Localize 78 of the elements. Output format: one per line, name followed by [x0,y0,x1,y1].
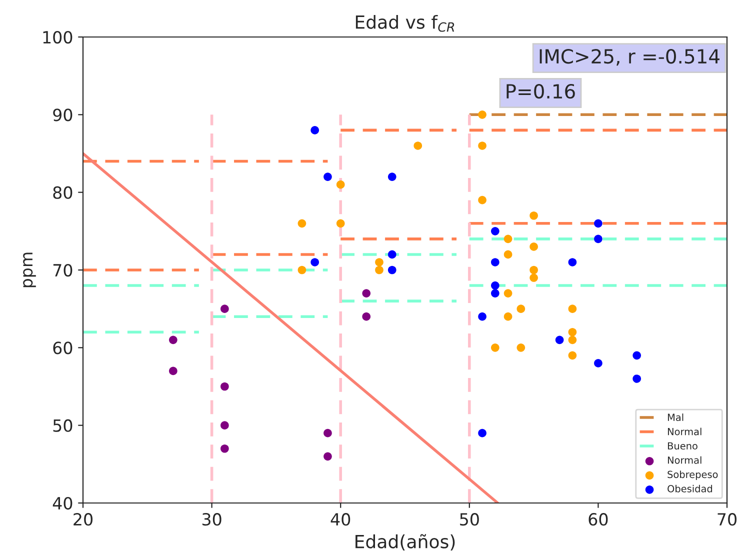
point [324,428,332,438]
chart-title: Edad vs f$_{CR}$ [356,14,454,32]
point [594,234,602,244]
point [594,359,602,368]
y-tick-label: 90 [53,108,72,122]
point [490,227,500,236]
y-tick-label: 40 [52,496,72,510]
legend-label: Normal [668,456,702,464]
point [504,250,512,259]
point [504,289,512,298]
point [568,351,577,360]
x-tick-label: 60 [588,513,608,526]
point [310,258,320,266]
legend-label: Obesidad [668,484,712,492]
point [298,266,306,274]
y-tick-label: 80 [53,186,72,199]
point [220,382,229,391]
point [478,196,486,204]
point [336,219,345,228]
point [568,328,577,336]
point [568,336,577,344]
annotation: IMC>25, r =-0.514 [540,48,720,66]
point [336,180,345,189]
y-tick-label: 50 [53,419,72,432]
point [362,289,371,298]
y-axis-title: ppm [23,252,36,288]
point [555,336,564,344]
point [478,110,486,119]
point [324,172,332,181]
annotation: P=0.16 [506,84,575,99]
point [298,219,306,228]
point [478,428,486,438]
point [414,142,422,150]
point [478,312,486,321]
x-tick-label: 30 [202,513,222,526]
point [362,312,371,321]
point [504,312,512,321]
point [530,266,538,274]
point [168,336,178,344]
x-tick-label: 50 [460,513,479,526]
point [220,444,229,453]
point [516,304,526,313]
point [388,266,396,274]
point [516,344,526,352]
point [632,351,642,360]
y-tick-label: 60 [53,342,72,354]
point [594,219,602,228]
x-tick-label: 70 [718,513,736,526]
x-tick-label: 40 [330,513,350,526]
point [490,258,500,266]
point [375,266,384,274]
point [324,452,332,461]
point [490,344,500,352]
point [220,304,229,313]
y-tick-label: 100 [43,30,72,44]
x-axis-title: Edad(años) [356,534,455,551]
point [310,126,320,134]
point [490,281,500,290]
point [220,421,229,430]
point [632,374,642,383]
y-tick-label: 70 [53,264,72,277]
point [568,304,577,313]
point [490,289,500,298]
point [530,274,538,282]
legend-label: Sobrepeso [668,470,718,480]
point [388,172,396,181]
point [568,258,577,266]
point [388,250,396,259]
point [530,211,538,220]
point [530,242,538,251]
point [168,366,178,376]
legend-label: Bueno [668,442,698,450]
point [478,142,486,150]
point [504,234,512,244]
point [375,258,384,266]
legend-label: Mal [668,413,684,422]
x-tick-label: 20 [74,513,92,526]
legend-label: Normal [668,428,702,436]
